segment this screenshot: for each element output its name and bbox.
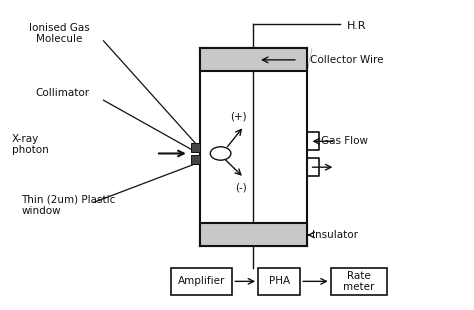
Text: (+): (+) (230, 112, 246, 122)
Text: Ionised Gas
Molecule: Ionised Gas Molecule (28, 23, 90, 44)
Bar (172, 268, 232, 295)
Text: PHA: PHA (269, 276, 290, 286)
Text: X-ray
photon: X-ray photon (12, 134, 49, 155)
Text: Collimator: Collimator (36, 88, 90, 98)
Text: (-): (-) (235, 182, 246, 193)
Text: Amplifier: Amplifier (178, 276, 226, 286)
Text: Insulator: Insulator (312, 230, 358, 240)
Text: Thin (2um) Plastic
window: Thin (2um) Plastic window (21, 195, 116, 216)
Bar (331, 268, 387, 295)
Bar (200, 224, 307, 246)
Text: Rate
meter: Rate meter (343, 271, 374, 292)
Bar (258, 268, 300, 295)
Bar (191, 143, 200, 152)
Text: Collector Wire: Collector Wire (310, 55, 383, 65)
Text: H.R: H.R (347, 20, 366, 31)
Bar (191, 155, 200, 164)
Text: Gas Flow: Gas Flow (321, 136, 368, 146)
Bar (200, 48, 307, 71)
